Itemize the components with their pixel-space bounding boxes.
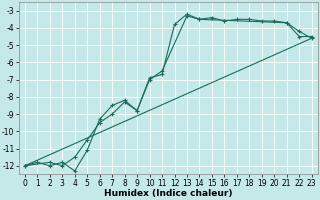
- X-axis label: Humidex (Indice chaleur): Humidex (Indice chaleur): [104, 189, 233, 198]
